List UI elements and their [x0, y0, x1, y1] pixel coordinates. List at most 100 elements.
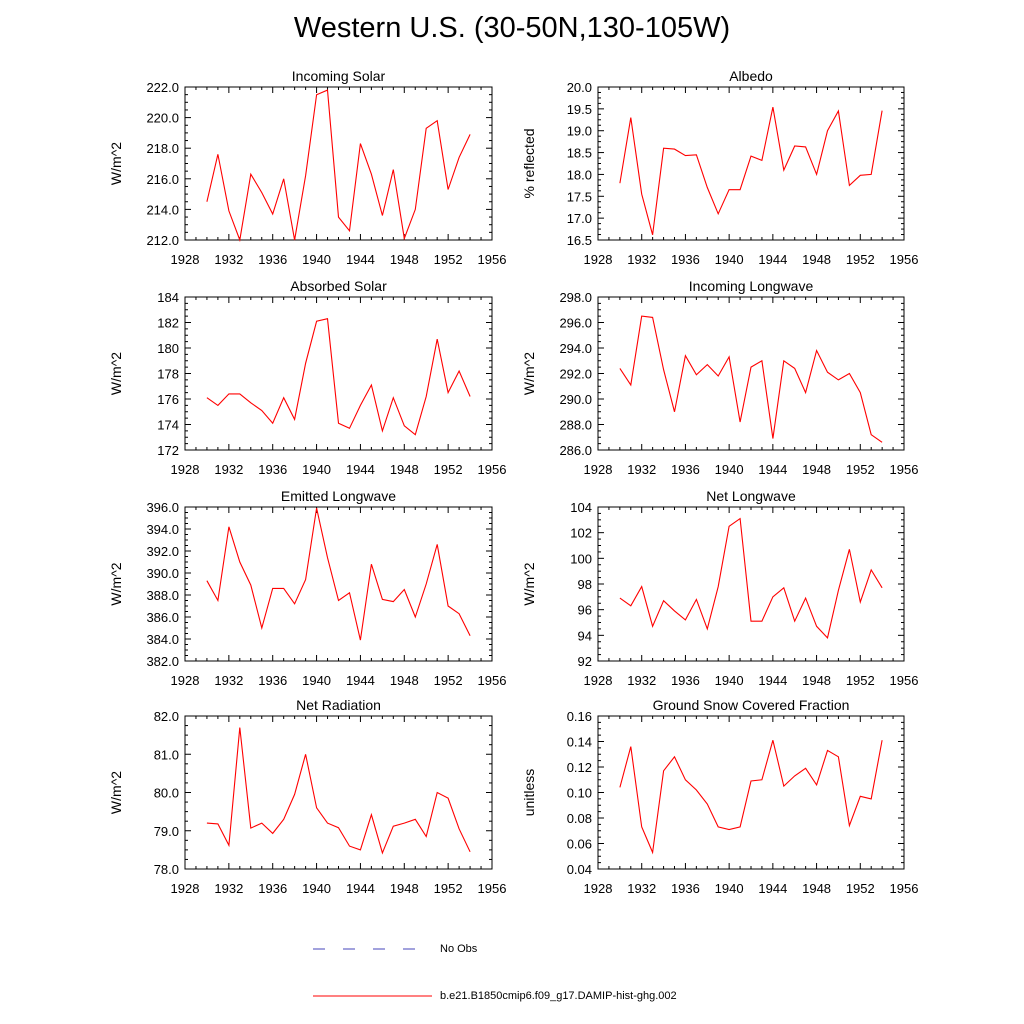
- data-point: [684, 154, 687, 157]
- y-tick-label: 386.0: [146, 610, 179, 625]
- x-tick-label: 1944: [346, 252, 375, 267]
- data-point: [249, 584, 252, 587]
- y-tick-label: 102: [570, 526, 592, 541]
- y-tick-label: 288.0: [559, 418, 592, 433]
- x-tick-label: 1944: [758, 673, 787, 688]
- x-tick-label: 1944: [346, 673, 375, 688]
- y-tick-label: 220.0: [146, 111, 179, 126]
- data-point: [238, 561, 241, 564]
- data-point: [447, 188, 450, 191]
- data-point: [651, 233, 654, 236]
- data-point: [238, 726, 241, 729]
- data-point: [629, 745, 632, 748]
- x-tick-label: 1928: [584, 881, 613, 896]
- data-point: [227, 392, 230, 395]
- data-point: [750, 620, 753, 623]
- data-point: [848, 184, 851, 187]
- data-point: [304, 578, 307, 581]
- data-point: [304, 174, 307, 177]
- y-tick-label: 222.0: [146, 80, 179, 95]
- data-point: [870, 797, 873, 800]
- data-point: [837, 110, 840, 113]
- y-tick-label: 78.0: [154, 862, 179, 877]
- data-point: [684, 778, 687, 781]
- x-tick-label: 1952: [434, 252, 463, 267]
- y-tick-label: 0.12: [567, 760, 592, 775]
- data-point: [414, 433, 417, 436]
- data-point: [238, 239, 241, 242]
- data-point: [618, 367, 621, 370]
- data-point: [348, 591, 351, 594]
- x-tick-label: 1948: [390, 252, 419, 267]
- data-point: [337, 599, 340, 602]
- data-point: [706, 186, 709, 189]
- x-tick-label: 1928: [171, 462, 200, 477]
- data-point: [629, 604, 632, 607]
- data-point: [739, 517, 742, 520]
- data-point: [260, 191, 263, 194]
- x-tick-label: 1940: [302, 462, 331, 477]
- data-point: [870, 173, 873, 176]
- legend: [313, 948, 432, 997]
- y-tick-label: 20.0: [567, 80, 592, 95]
- x-tick-label: 1948: [802, 881, 831, 896]
- data-point: [469, 133, 472, 136]
- y-axis-label: W/m^2: [108, 142, 124, 185]
- chart-panel-3: Absorbed Solar W/m^2 1928 1932 1936 1940 1944 1…: [108, 278, 506, 477]
- data-point: [326, 822, 329, 825]
- y-tick-label: 19.0: [567, 124, 592, 139]
- data-point: [238, 392, 241, 395]
- data-point: [282, 818, 285, 821]
- x-tick-label: 1940: [715, 881, 744, 896]
- data-point: [315, 806, 318, 809]
- data-point: [760, 359, 763, 362]
- data-point: [859, 391, 862, 394]
- y-tick-label: 216.0: [146, 172, 179, 187]
- data-point: [414, 818, 417, 821]
- y-tick-label: 96: [578, 603, 592, 618]
- data-point: [881, 441, 884, 444]
- y-tick-label: 172: [157, 443, 179, 458]
- x-tick-label: 1940: [715, 462, 744, 477]
- data-point: [771, 106, 774, 109]
- data-point: [436, 791, 439, 794]
- data-point: [662, 368, 665, 371]
- data-point: [458, 612, 461, 615]
- y-tick-label: 100: [570, 551, 592, 566]
- data-point: [837, 378, 840, 381]
- data-point: [695, 153, 698, 156]
- x-tick-label: 1936: [671, 673, 700, 688]
- data-point: [293, 418, 296, 421]
- data-point: [782, 169, 785, 172]
- data-point: [706, 627, 709, 630]
- data-point: [337, 826, 340, 829]
- y-tick-label: 0.16: [567, 709, 592, 724]
- data-point: [326, 89, 329, 92]
- chart-panel-1: Incoming Solar W/m^2 1928 1932 1936 1940 1944 1…: [108, 68, 506, 267]
- y-axis-label: W/m^2: [521, 352, 537, 395]
- data-point: [326, 556, 329, 559]
- y-tick-label: 18.5: [567, 146, 592, 161]
- data-point: [436, 119, 439, 122]
- x-tick-label: 1948: [802, 252, 831, 267]
- panel-title: Net Longwave: [706, 488, 796, 504]
- data-point: [381, 429, 384, 432]
- legend-model-label: b.e21.B1850cmip6.f09_g17.DAMIP-hist-ghg.…: [440, 990, 677, 1002]
- data-point: [782, 785, 785, 788]
- data-point: [826, 129, 829, 132]
- data-point: [414, 616, 417, 619]
- data-point: [216, 404, 219, 407]
- data-point: [359, 404, 362, 407]
- data-point: [337, 422, 340, 425]
- y-tick-label: 98: [578, 577, 592, 592]
- data-point: [216, 599, 219, 602]
- data-point: [392, 600, 395, 603]
- plot-frame: [597, 296, 905, 451]
- data-point: [859, 174, 862, 177]
- x-tick-label: 1948: [802, 462, 831, 477]
- data-point: [815, 783, 818, 786]
- x-tick-label: 1940: [715, 252, 744, 267]
- y-tick-label: 0.06: [567, 837, 592, 852]
- y-tick-label: 382.0: [146, 654, 179, 669]
- data-point: [826, 371, 829, 374]
